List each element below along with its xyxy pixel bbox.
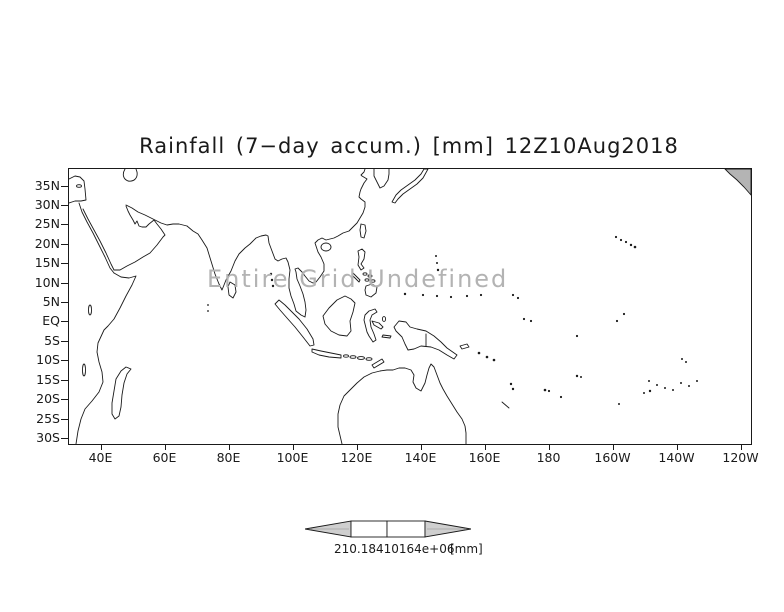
lon-tick-label: 120W	[722, 450, 759, 465]
lat-tick-label: 5N	[42, 294, 60, 310]
lon-tick-label: 160E	[468, 450, 501, 465]
lat-tick-label: 20N	[34, 235, 60, 251]
lat-tick-mark	[61, 282, 68, 284]
lat-tick-mark	[61, 360, 68, 362]
lat-tick-mark	[61, 340, 68, 342]
lon-tick-mark	[612, 444, 614, 450]
lat-tick-label: 25S	[36, 410, 60, 426]
undefined-annotation: Entire Grid Undefined	[207, 265, 509, 293]
lat-tick-label: 35N	[34, 177, 60, 193]
lat-tick-label: 25N	[34, 216, 60, 232]
lat-tick-label: 15S	[36, 371, 60, 387]
lat-tick-mark	[61, 437, 68, 439]
lat-tick-mark	[61, 204, 68, 206]
lat-tick-mark	[61, 243, 68, 245]
colorbar-units: [mm]	[450, 542, 483, 556]
lon-tick-mark	[100, 444, 102, 450]
colorbar-segment	[350, 520, 388, 538]
lon-tick-label: 80E	[216, 450, 241, 465]
map-frame: Entire Grid Undefined	[68, 168, 752, 445]
lat-tick-mark	[61, 302, 68, 304]
lon-tick-mark	[484, 444, 486, 450]
plot-title: Rainfall (7−day accum.) [mm] 12Z10Aug201…	[139, 134, 679, 158]
colorbar-segment	[386, 520, 426, 538]
lon-tick-label: 140E	[404, 450, 437, 465]
lat-tick-label: 15N	[34, 255, 60, 271]
lon-tick-mark	[676, 444, 678, 450]
lat-tick-label: 5S	[44, 332, 60, 348]
lat-tick-mark	[61, 379, 68, 381]
lat-tick-label: 10S	[36, 352, 60, 368]
north-america-landfill	[724, 169, 751, 196]
lon-tick-label: 140W	[658, 450, 695, 465]
lon-tick-mark	[292, 444, 294, 450]
lon-tick-mark	[548, 444, 550, 450]
lat-tick-label: 10N	[34, 274, 60, 290]
lon-tick-mark	[740, 444, 742, 450]
lon-tick-label: 100E	[276, 450, 309, 465]
coastlines-group	[69, 169, 510, 444]
map-coastlines	[69, 169, 751, 444]
lat-tick-mark	[61, 263, 68, 265]
lat-tick-mark	[61, 399, 68, 401]
lat-tick-label: 30S	[36, 429, 60, 445]
lat-tick-mark	[61, 185, 68, 187]
colorbar-value: 210.18410164e+06	[334, 542, 455, 556]
island-dots-group	[207, 235, 698, 405]
lon-tick-mark	[164, 444, 166, 450]
lon-tick-mark	[420, 444, 422, 450]
colorbar-arrow	[305, 520, 471, 538]
lat-tick-mark	[61, 418, 68, 420]
lat-tick-label: 20S	[36, 391, 60, 407]
lon-tick-label: 60E	[152, 450, 177, 465]
lat-tick-label: EQ	[42, 313, 60, 329]
lon-tick-label: 120E	[340, 450, 373, 465]
lon-tick-mark	[356, 444, 358, 450]
lat-tick-mark	[61, 321, 68, 323]
lat-tick-label: 30N	[34, 196, 60, 212]
lon-tick-mark	[228, 444, 230, 450]
lon-tick-label: 180	[536, 450, 561, 465]
lat-tick-mark	[61, 224, 68, 226]
lon-tick-label: 160W	[594, 450, 631, 465]
lon-tick-label: 40E	[88, 450, 113, 465]
